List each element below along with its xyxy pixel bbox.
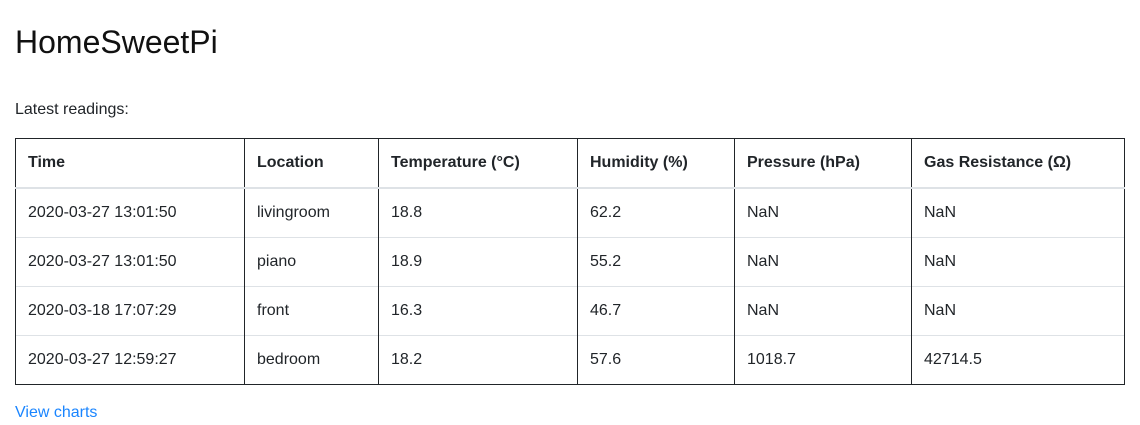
view-charts-link[interactable]: View charts — [15, 404, 98, 421]
cell-location: bedroom — [244, 335, 379, 385]
cell-gas-resistance: NaN — [911, 188, 1125, 238]
cell-humidity: 57.6 — [577, 335, 735, 385]
cell-location: piano — [244, 237, 379, 287]
cell-humidity: 62.2 — [577, 188, 735, 238]
cell-temperature: 18.9 — [378, 237, 578, 287]
cell-location: front — [244, 286, 379, 336]
readings-subtitle: Latest readings: — [15, 101, 129, 118]
cell-temperature: 18.2 — [378, 335, 578, 385]
header-row: Time Location Temperature (°C) Humidity … — [15, 138, 1125, 189]
cell-pressure: NaN — [734, 286, 912, 336]
readings-table: Time Location Temperature (°C) Humidity … — [15, 138, 1125, 385]
header-gas-resistance: Gas Resistance (Ω) — [911, 138, 1125, 189]
header-location: Location — [244, 138, 379, 189]
cell-gas-resistance: 42714.5 — [911, 335, 1125, 385]
header-pressure: Pressure (hPa) — [734, 138, 912, 189]
header-time: Time — [15, 138, 245, 189]
table-row: 2020-03-18 17:07:29 front 16.3 46.7 NaN … — [15, 286, 1125, 336]
header-humidity: Humidity (%) — [577, 138, 735, 189]
cell-time: 2020-03-27 12:59:27 — [15, 335, 245, 385]
table-header: Time Location Temperature (°C) Humidity … — [15, 138, 1125, 189]
cell-pressure: NaN — [734, 237, 912, 287]
table-row: 2020-03-27 12:59:27 bedroom 18.2 57.6 10… — [15, 335, 1125, 385]
table-row: 2020-03-27 13:01:50 piano 18.9 55.2 NaN … — [15, 237, 1125, 287]
cell-humidity: 46.7 — [577, 286, 735, 336]
cell-gas-resistance: NaN — [911, 286, 1125, 336]
cell-time: 2020-03-27 13:01:50 — [15, 237, 245, 287]
header-temperature: Temperature (°C) — [378, 138, 578, 189]
table-body: 2020-03-27 13:01:50 livingroom 18.8 62.2… — [15, 188, 1125, 385]
cell-time: 2020-03-27 13:01:50 — [15, 188, 245, 238]
cell-temperature: 16.3 — [378, 286, 578, 336]
cell-pressure: NaN — [734, 188, 912, 238]
table-row: 2020-03-27 13:01:50 livingroom 18.8 62.2… — [15, 188, 1125, 238]
page-title: HomeSweetPi — [15, 24, 218, 60]
cell-temperature: 18.8 — [378, 188, 578, 238]
cell-location: livingroom — [244, 188, 379, 238]
cell-gas-resistance: NaN — [911, 237, 1125, 287]
cell-humidity: 55.2 — [577, 237, 735, 287]
cell-time: 2020-03-18 17:07:29 — [15, 286, 245, 336]
cell-pressure: 1018.7 — [734, 335, 912, 385]
